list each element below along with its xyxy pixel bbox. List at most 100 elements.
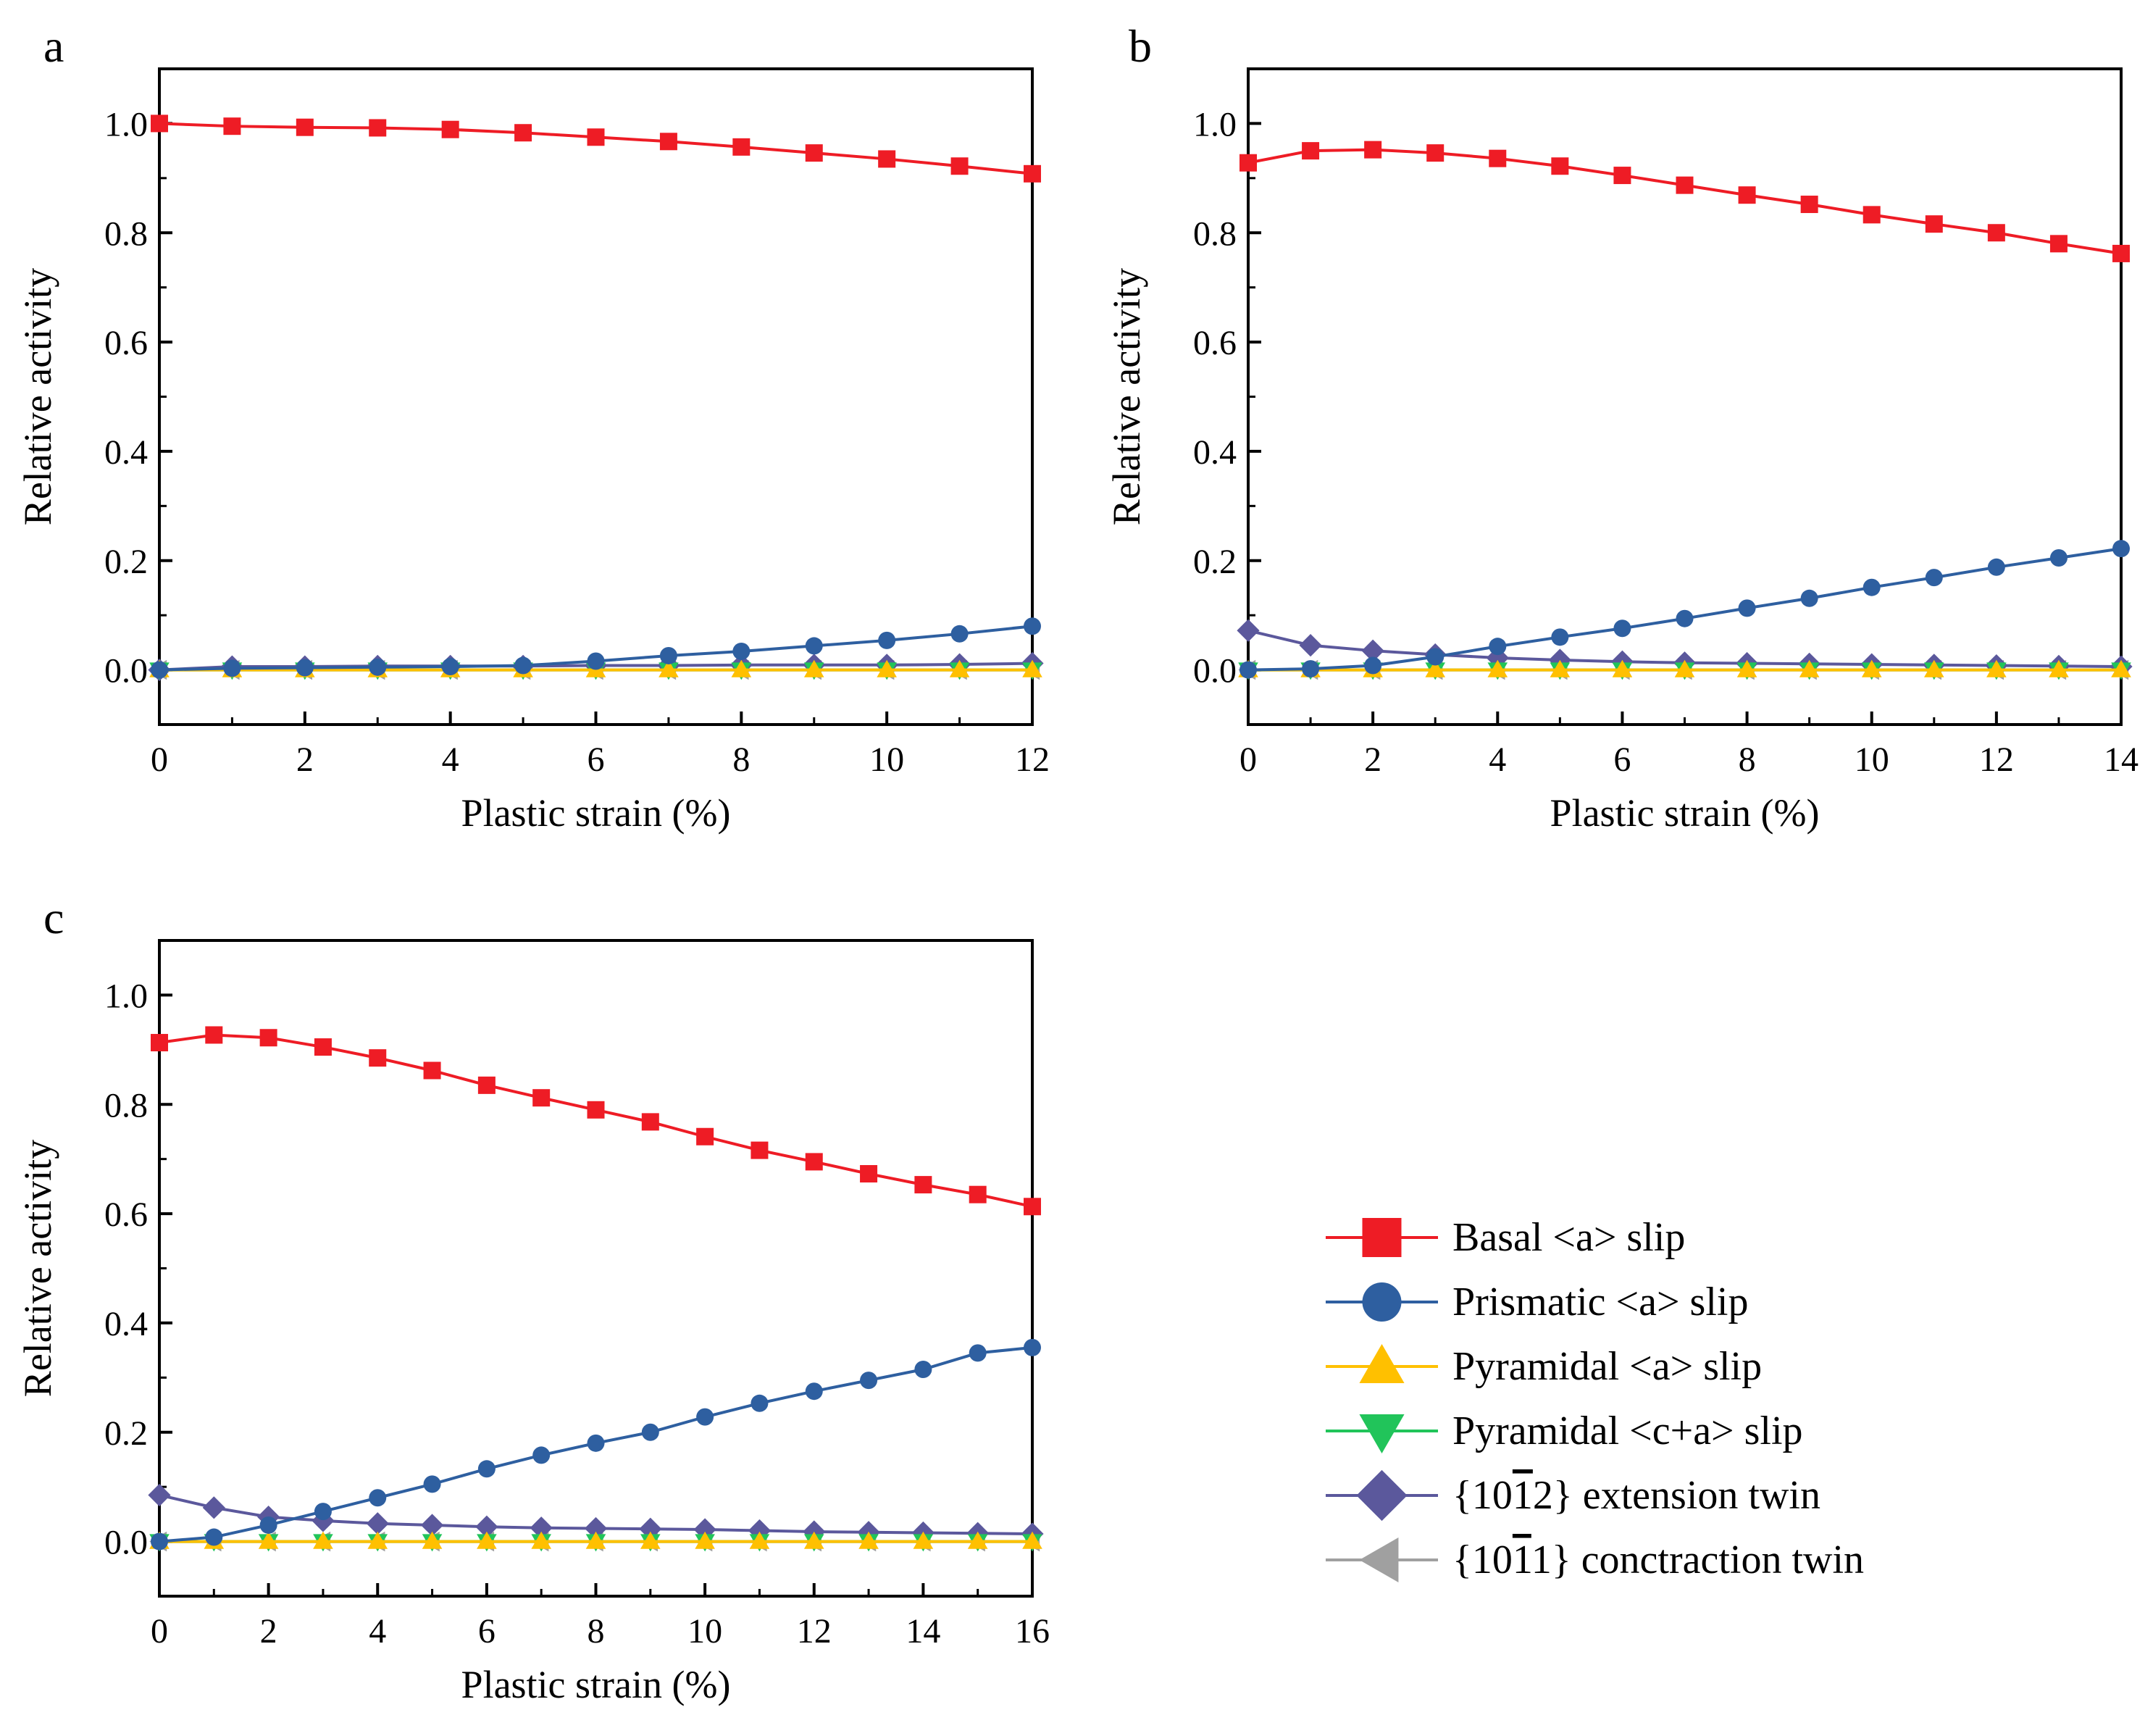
y-tick-label: 0.6 [1193, 324, 1237, 362]
x-tick-label: 0 [151, 740, 168, 779]
y-tick-label: 0.2 [104, 543, 148, 581]
data-point [969, 1185, 987, 1203]
data-point [477, 1531, 497, 1549]
y-tick-label: 1.0 [104, 105, 148, 143]
data-point [751, 1141, 769, 1159]
x-tick-label: 16 [1015, 1612, 1050, 1651]
data-point [587, 128, 605, 146]
series-prismatic-a-slip [151, 617, 1041, 679]
data-point [860, 1165, 878, 1183]
data-point [1489, 149, 1507, 167]
legend-marker [1362, 1282, 1402, 1322]
series-prismatic-a-slip [1239, 540, 2130, 679]
data-point [878, 150, 896, 168]
legend-item-prismatic-a-slip: Prismatic <a> slip [1326, 1280, 1748, 1324]
data-point [314, 1503, 332, 1521]
data-point [641, 1113, 659, 1131]
x-tick-label: 2 [260, 1612, 277, 1651]
data-point [1022, 1531, 1042, 1549]
x-axis-title: Plastic strain (%) [461, 1663, 731, 1706]
data-point [1738, 186, 1756, 204]
data-point [696, 1127, 714, 1145]
data-point [296, 118, 314, 136]
data-point [1863, 206, 1881, 224]
data-point [1024, 1338, 1041, 1356]
data-point [1550, 659, 1571, 677]
data-point [913, 1531, 934, 1549]
y-tick-label: 1.0 [1193, 105, 1237, 143]
data-point [259, 1029, 277, 1047]
data-point [441, 120, 459, 138]
data-point [420, 1514, 444, 1537]
data-point [967, 1531, 988, 1549]
legend-marker [1362, 1218, 1402, 1257]
legend-item-10-11-conctraction-twin: {1011} conctraction twin [1326, 1537, 1864, 1583]
data-point [2112, 244, 2130, 262]
data-point [313, 1531, 333, 1549]
data-point [1022, 659, 1042, 677]
data-point [202, 1496, 225, 1519]
data-point [878, 631, 896, 649]
data-point [2049, 548, 2068, 567]
data-point [587, 1101, 605, 1119]
data-point [1676, 176, 1694, 194]
data-point [1302, 660, 1320, 678]
panel-label: c [43, 892, 64, 943]
data-point [1738, 599, 1756, 617]
data-point [949, 659, 970, 677]
y-axis-title: Relative activity [16, 1140, 59, 1397]
data-point [1799, 659, 1820, 677]
x-tick-label: 8 [1739, 740, 1756, 779]
data-point [259, 1516, 277, 1534]
data-point [805, 144, 823, 162]
data-point [695, 1531, 715, 1549]
data-point [1024, 617, 1041, 635]
data-point [314, 1038, 332, 1056]
data-point [950, 625, 969, 643]
y-tick-label: 0.4 [104, 1305, 148, 1343]
data-point [2049, 659, 2069, 677]
series-basal-a-slip [1239, 141, 2130, 262]
data-point [1800, 589, 1818, 607]
data-point [1489, 638, 1507, 656]
data-point [1426, 144, 1445, 162]
data-point [1024, 164, 1041, 183]
data-point [1613, 167, 1631, 185]
legend-marker [1359, 1414, 1405, 1454]
data-point [1925, 569, 1943, 587]
panel-a: a 0.0 0.2 0.4 0.6 0.8 1.0 0 2 4 6 8 10 12 Plastic stra… [16, 20, 1050, 835]
data-point [1987, 558, 2005, 576]
legend-item-10-12-extension-twin: {1012} extension twin [1326, 1469, 1820, 1522]
data-point [532, 1089, 551, 1107]
y-tick-label: 0.0 [1193, 652, 1237, 690]
data-point [531, 1531, 551, 1549]
legend-marker [1356, 1469, 1408, 1522]
x-tick-label: 4 [442, 740, 459, 779]
data-point [1863, 578, 1881, 596]
data-point [1551, 157, 1569, 175]
data-point [805, 1382, 823, 1401]
data-point [914, 1361, 932, 1379]
x-tick-label: 8 [588, 1612, 605, 1651]
data-point [514, 656, 532, 675]
y-tick-label: 0.2 [104, 1414, 148, 1453]
series-pyramidal-a-slip [1238, 659, 2131, 677]
data-point [805, 1153, 823, 1171]
y-tick-label: 0.6 [104, 1195, 148, 1234]
x-tick-label: 10 [1855, 740, 1889, 779]
x-tick-label: 12 [1015, 740, 1050, 779]
y-tick-label: 0.0 [104, 1524, 148, 1562]
data-point [477, 1460, 496, 1478]
x-tick-label: 14 [2104, 740, 2139, 779]
data-point [148, 1483, 171, 1507]
x-tick-label: 4 [1489, 740, 1506, 779]
legend-label: Pyramidal <c+a> slip [1452, 1409, 1803, 1453]
y-tick-label: 0.8 [104, 214, 148, 253]
y-tick-label: 0.0 [104, 652, 148, 690]
data-point [205, 1528, 223, 1546]
data-point [860, 1372, 878, 1390]
x-tick-label: 6 [588, 740, 605, 779]
data-point [1674, 659, 1695, 677]
data-point [422, 1531, 443, 1549]
data-point [1426, 648, 1445, 666]
